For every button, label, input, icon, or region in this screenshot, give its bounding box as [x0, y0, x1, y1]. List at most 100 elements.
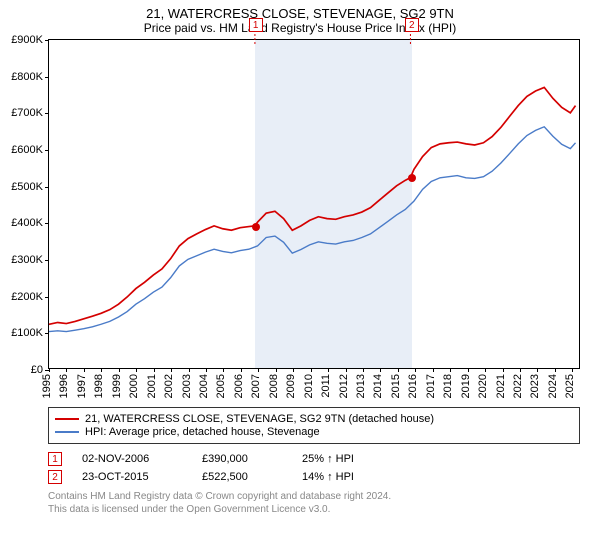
xtick-mark — [136, 368, 137, 372]
sale-row: 2 23-OCT-2015 £522,500 14% ↑ HPI — [48, 470, 580, 484]
sale-date: 02-NOV-2006 — [82, 453, 182, 465]
xtick-mark — [555, 368, 556, 372]
xtick-label: 2014 — [372, 374, 384, 398]
xtick-label: 2021 — [495, 374, 507, 398]
xtick-label: 1996 — [58, 374, 70, 398]
xtick-label: 2011 — [320, 374, 332, 398]
xtick-mark — [49, 368, 50, 372]
xtick-mark — [241, 368, 242, 372]
legend-swatch — [55, 431, 79, 433]
xtick-mark — [223, 368, 224, 372]
ytick-label: £200K — [11, 291, 43, 303]
sale-marker-box: 1 — [249, 18, 263, 32]
sale-marker-box: 2 — [405, 18, 419, 32]
legend-label: 21, WATERCRESS CLOSE, STEVENAGE, SG2 9TN… — [85, 413, 434, 425]
sale-date: 23-OCT-2015 — [82, 471, 182, 483]
ytick-mark — [45, 77, 49, 78]
ytick-mark — [45, 333, 49, 334]
legend-row: 21, WATERCRESS CLOSE, STEVENAGE, SG2 9TN… — [55, 413, 573, 425]
xtick-mark — [84, 368, 85, 372]
xtick-label: 2003 — [181, 374, 193, 398]
ytick-mark — [45, 297, 49, 298]
xtick-label: 2025 — [564, 374, 576, 398]
legend-label: HPI: Average price, detached house, Stev… — [85, 426, 320, 438]
xtick-label: 2023 — [529, 374, 541, 398]
ytick-mark — [45, 260, 49, 261]
line-layer — [49, 40, 579, 368]
sale-diff: 14% ↑ HPI — [302, 471, 382, 483]
ytick-label: £900K — [11, 34, 43, 46]
xtick-label: 2002 — [163, 374, 175, 398]
xtick-mark — [503, 368, 504, 372]
xtick-label: 2017 — [425, 374, 437, 398]
sale-dot — [408, 174, 416, 182]
xtick-label: 2008 — [268, 374, 280, 398]
xtick-label: 1997 — [76, 374, 88, 398]
xtick-label: 2019 — [460, 374, 472, 398]
xtick-label: 1998 — [93, 374, 105, 398]
xtick-mark — [276, 368, 277, 372]
ytick-label: £400K — [11, 217, 43, 229]
xtick-label: 1995 — [41, 374, 53, 398]
ytick-label: £700K — [11, 107, 43, 119]
ytick-label: £600K — [11, 144, 43, 156]
legend-swatch — [55, 418, 79, 420]
chart-area: £0£100K£200K£300K£400K£500K£600K£700K£80… — [48, 39, 580, 369]
xtick-mark — [311, 368, 312, 372]
xtick-mark — [537, 368, 538, 372]
xtick-label: 2007 — [250, 374, 262, 398]
xtick-mark — [171, 368, 172, 372]
sale-dot — [252, 223, 260, 231]
legend-row: HPI: Average price, detached house, Stev… — [55, 426, 573, 438]
xtick-mark — [328, 368, 329, 372]
sale-row: 102-NOV-2006£390,00025% ↑ HPI — [48, 452, 580, 466]
series-hpi — [49, 127, 576, 332]
xtick-mark — [572, 368, 573, 372]
ytick-label: £500K — [11, 181, 43, 193]
ytick-mark — [45, 40, 49, 41]
xtick-label: 2009 — [285, 374, 297, 398]
xtick-mark — [398, 368, 399, 372]
ytick-mark — [45, 113, 49, 114]
plot-region: £0£100K£200K£300K£400K£500K£600K£700K£80… — [48, 39, 580, 369]
xtick-mark — [346, 368, 347, 372]
sales-table: 102-NOV-2006£390,00025% ↑ HPI223-OCT-201… — [48, 452, 580, 484]
xtick-mark — [189, 368, 190, 372]
legend: 21, WATERCRESS CLOSE, STEVENAGE, SG2 9TN… — [48, 407, 580, 444]
xtick-mark — [206, 368, 207, 372]
xtick-mark — [380, 368, 381, 372]
sale-row-marker: 1 — [48, 452, 62, 466]
xtick-mark — [258, 368, 259, 372]
xtick-mark — [66, 368, 67, 372]
xtick-mark — [433, 368, 434, 372]
xtick-mark — [363, 368, 364, 372]
xtick-label: 2005 — [215, 374, 227, 398]
xtick-mark — [415, 368, 416, 372]
xtick-mark — [154, 368, 155, 372]
xtick-mark — [468, 368, 469, 372]
chart-title: 21, WATERCRESS CLOSE, STEVENAGE, SG2 9TN — [0, 0, 600, 21]
xtick-label: 2015 — [390, 374, 402, 398]
sale-diff: 25% ↑ HPI — [302, 453, 382, 465]
xtick-label: 2018 — [442, 374, 454, 398]
ytick-label: £300K — [11, 254, 43, 266]
xtick-mark — [485, 368, 486, 372]
xtick-label: 1999 — [111, 374, 123, 398]
sale-price: £522,500 — [202, 471, 282, 483]
xtick-label: 2012 — [338, 374, 350, 398]
xtick-mark — [101, 368, 102, 372]
xtick-mark — [520, 368, 521, 372]
xtick-label: 2000 — [128, 374, 140, 398]
chart-container: 21, WATERCRESS CLOSE, STEVENAGE, SG2 9TN… — [0, 0, 600, 516]
sale-row-marker: 2 — [48, 470, 62, 484]
attribution-line2: This data is licensed under the Open Gov… — [48, 503, 580, 516]
xtick-label: 2001 — [146, 374, 158, 398]
xtick-label: 2010 — [303, 374, 315, 398]
xtick-label: 2013 — [355, 374, 367, 398]
attribution: Contains HM Land Registry data © Crown c… — [48, 490, 580, 516]
xtick-label: 2024 — [547, 374, 559, 398]
ytick-label: £100K — [11, 327, 43, 339]
attribution-line1: Contains HM Land Registry data © Crown c… — [48, 490, 580, 503]
xtick-mark — [293, 368, 294, 372]
series-property — [49, 87, 576, 324]
